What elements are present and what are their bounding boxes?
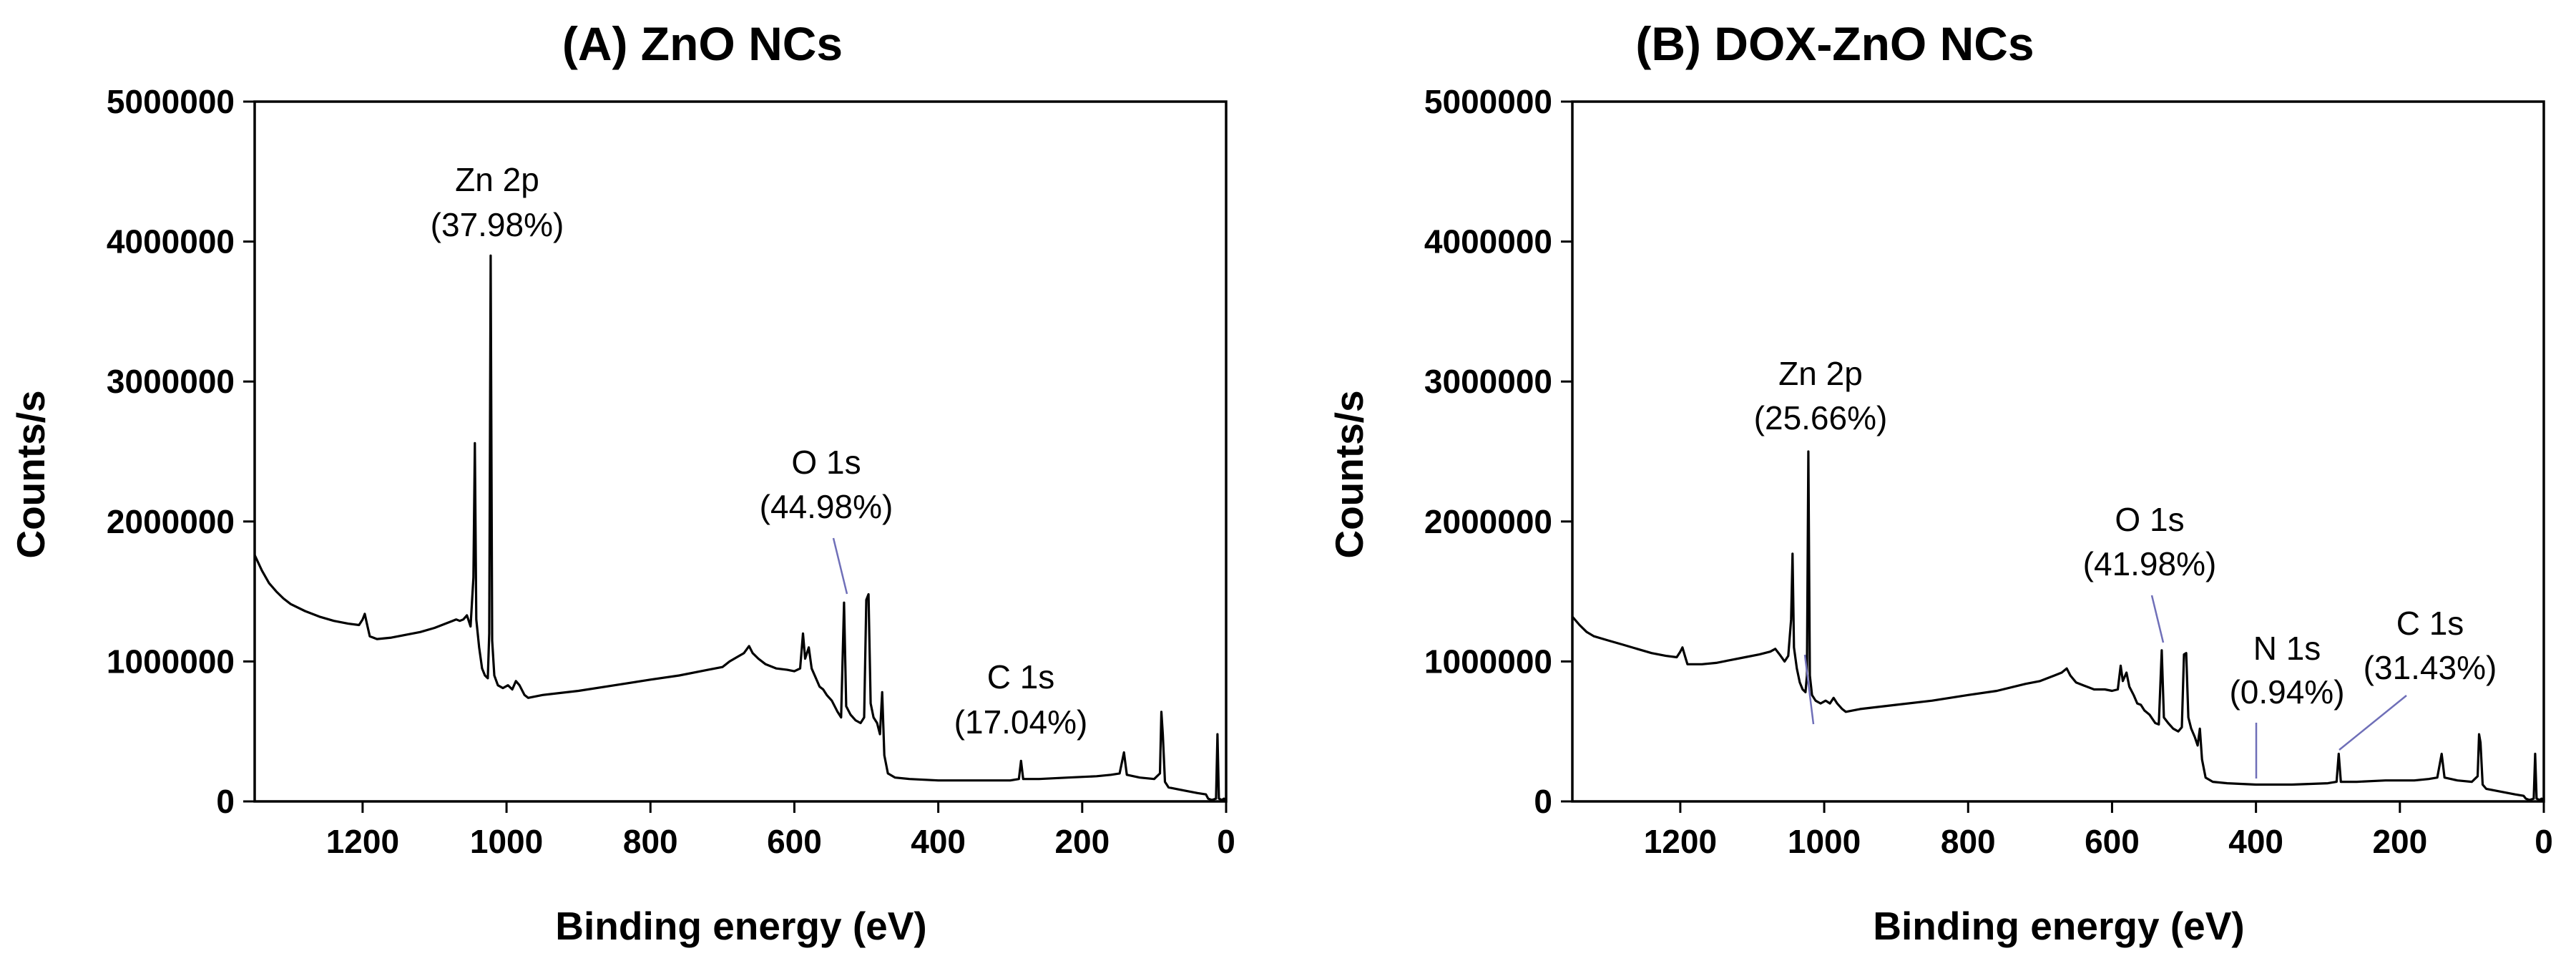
panel-b-y-tick-label: 3000000 — [1424, 363, 1552, 400]
panel-b-zn2p-leader — [1803, 654, 1815, 725]
panel-a-x-tick-label: 1200 — [326, 823, 399, 860]
panel-a-spectrum-line — [253, 254, 1227, 801]
panel-a-o1s-value: (44.98%) — [760, 488, 893, 525]
panel-a-y-tick-label: 2000000 — [107, 503, 235, 540]
panel-b-zn2p-value: (25.66%) — [1754, 399, 1888, 436]
panel-a-c1s-label: C 1s — [987, 658, 1055, 696]
panel-b-c1s-value: (31.43%) — [2364, 649, 2497, 686]
panel-b-y-axis-label: Counts/s — [1327, 390, 1371, 558]
panel-a-zn2p-label: Zn 2p — [455, 161, 539, 198]
panel-b-y-ticks: 0 1000000 2000000 3000000 4000000 5000000 — [1424, 83, 1572, 820]
panel-a-c1s-value: (17.04%) — [954, 703, 1088, 741]
panel-a-y-ticks: 0 1000000 2000000 3000000 4000000 5000000 — [107, 83, 255, 820]
panel-a-x-tick-label: 200 — [1054, 823, 1110, 860]
panel-b: (B) DOX-ZnO NCs Counts/s Binding energy … — [1327, 17, 2553, 948]
panel-a-o1s-leader — [832, 537, 848, 595]
panel-b-zn2p-label: Zn 2p — [1778, 355, 1863, 392]
panel-a-x-tick-label: 600 — [767, 823, 822, 860]
panel-a-x-tick-label: 1000 — [470, 823, 543, 860]
panel-b-c1s-leader — [2339, 695, 2407, 751]
panel-a-x-tick-label: 400 — [911, 823, 966, 860]
panel-a-y-tick-label: 0 — [216, 783, 235, 820]
panel-b-y-tick-label: 1000000 — [1424, 643, 1552, 680]
panel-a-zn2p-value: (37.98%) — [431, 206, 564, 243]
panel-b-x-tick-label: 600 — [2085, 823, 2140, 860]
panel-a-title: (A) ZnO NCs — [562, 17, 843, 70]
panel-b-y-tick-label: 2000000 — [1424, 503, 1552, 540]
panel-b-x-ticks: 1200 1000 800 600 400 200 0 — [1644, 801, 2553, 860]
panel-b-c1s-label: C 1s — [2396, 605, 2464, 642]
panel-b-spectrum-line — [1571, 450, 2545, 801]
panel-b-n1s-value: (0.94%) — [2229, 673, 2344, 711]
panel-b-n1s-label: N 1s — [2253, 630, 2321, 667]
panel-a-x-tick-label: 0 — [1217, 823, 1235, 860]
panel-b-y-tick-label: 5000000 — [1424, 83, 1552, 120]
panel-b-o1s-label: O 1s — [2115, 501, 2184, 538]
panel-a-x-axis-label: Binding energy (eV) — [555, 904, 927, 948]
panel-a-x-tick-label: 800 — [623, 823, 678, 860]
panel-b-x-tick-label: 200 — [2372, 823, 2427, 860]
panel-a-y-tick-label: 3000000 — [107, 363, 235, 400]
panel-b-plot-frame — [1571, 100, 2545, 803]
panel-a-y-tick-label: 4000000 — [107, 223, 235, 260]
panel-a-x-ticks: 1200 1000 800 600 400 200 0 — [326, 801, 1235, 860]
panel-b-x-tick-label: 1000 — [1788, 823, 1861, 860]
panel-b-y-tick-label: 0 — [1534, 783, 1552, 820]
panel-b-x-tick-label: 400 — [2228, 823, 2283, 860]
panel-a-y-tick-label: 5000000 — [107, 83, 235, 120]
panel-a: (A) ZnO NCs Counts/s Binding energy (eV)… — [9, 17, 1235, 948]
panel-a-plot-frame — [253, 100, 1228, 803]
panel-a-y-tick-label: 1000000 — [107, 643, 235, 680]
panel-b-x-axis-label: Binding energy (eV) — [1873, 904, 2245, 948]
panel-b-y-tick-label: 4000000 — [1424, 223, 1552, 260]
panel-b-x-tick-label: 800 — [1941, 823, 1996, 860]
panel-b-x-tick-label: 1200 — [1644, 823, 1717, 860]
panel-b-x-tick-label: 0 — [2535, 823, 2553, 860]
panel-a-o1s-label: O 1s — [791, 444, 861, 481]
panel-b-o1s-value: (41.98%) — [2083, 545, 2217, 582]
panel-b-title: (B) DOX-ZnO NCs — [1635, 17, 2034, 70]
panel-b-o1s-leader — [2150, 595, 2165, 643]
panel-a-y-axis-label: Counts/s — [9, 390, 53, 558]
